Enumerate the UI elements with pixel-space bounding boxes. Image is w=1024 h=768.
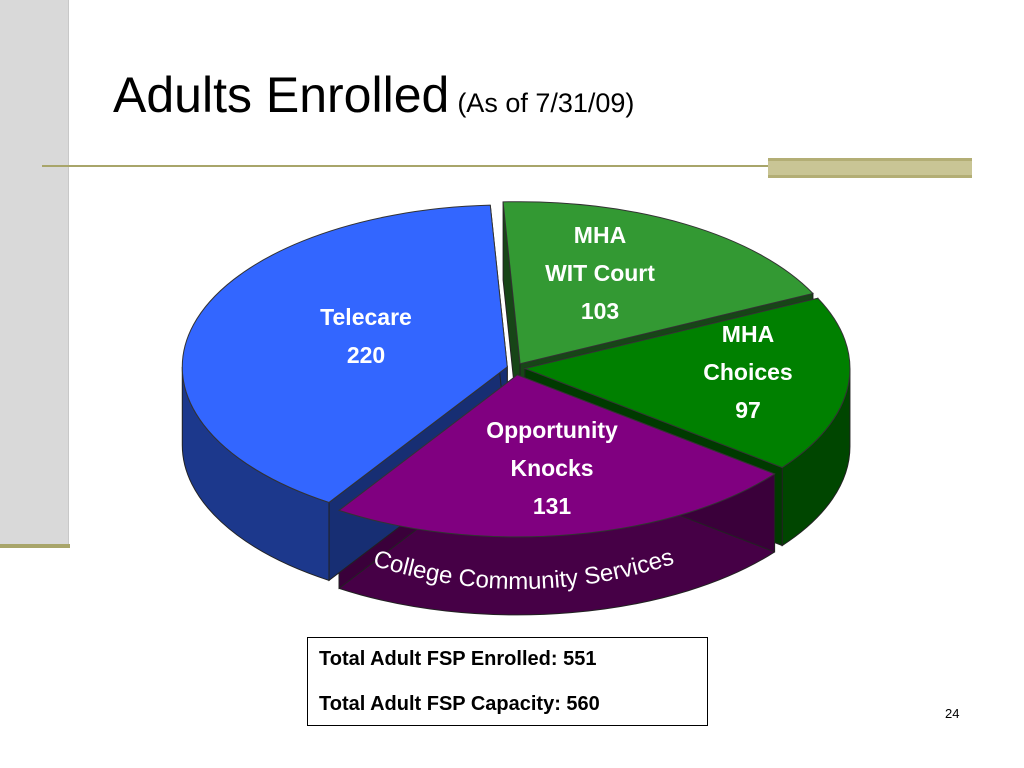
pie-labels: MHA WIT Court 103 MHA Choices 97 Opportunity Kn… [320,222,793,519]
slide-title: Adults Enrolled (As of 7/31/09) [113,66,634,124]
slice-label-3-0: Telecare [320,304,412,330]
slice-label-1-1: Choices [703,359,792,385]
slice-label-2-0: Opportunity [486,417,618,443]
title-divider [42,165,972,167]
slice-label-2-1: Knocks [510,455,593,481]
title-divider-accent [768,158,972,178]
left-sidebar-bar [0,0,68,546]
slice-value-3: 220 [347,342,385,368]
slice-label-0-1: WIT Court [545,260,655,286]
slice-label-1-0: MHA [722,321,774,347]
slice-label-0-0: MHA [574,222,626,248]
totals-box: Total Adult FSP Enrolled: 551 Total Adul… [307,637,708,726]
slice-top-2 [338,374,776,538]
pie-tops [181,201,851,538]
page-number: 24 [945,706,960,721]
slice-top-0 [502,201,814,365]
slice-top-1 [523,297,851,469]
slice-value-0: 103 [581,298,619,324]
slice-value-2: 131 [533,493,572,519]
title-date: (As of 7/31/09) [457,88,635,118]
sidebar-accent-line [0,544,70,548]
slice-top-3 [181,204,508,503]
title-text: Adults Enrolled [113,67,450,123]
total-enrolled: Total Adult FSP Enrolled: 551 [319,648,597,670]
sidebar-edge [68,0,69,546]
total-capacity: Total Adult FSP Capacity: 560 [319,693,600,715]
slice-value-1: 97 [735,397,761,423]
